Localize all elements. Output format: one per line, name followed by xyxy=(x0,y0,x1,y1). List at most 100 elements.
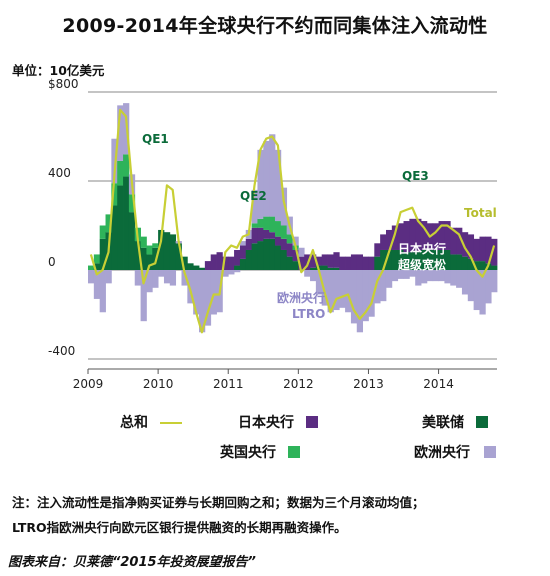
footnote-line2: LTRO指欧洲央行向欧元区银行提供融资的长期再融资操作。 xyxy=(12,520,347,535)
bar-boj xyxy=(461,232,469,257)
x-tick-label: 2013 xyxy=(353,377,384,391)
bar-boj xyxy=(310,254,317,268)
bar-ecb xyxy=(403,270,410,279)
bar-boj xyxy=(204,261,212,270)
annotation-ltro-line1: 欧洲央行 xyxy=(277,290,325,305)
bar-fed xyxy=(146,254,153,270)
bar-boj xyxy=(280,238,288,250)
bar-ecb xyxy=(391,270,399,282)
bar-boj xyxy=(257,227,264,242)
bar-boj xyxy=(228,256,235,270)
bar-ecb xyxy=(415,270,422,286)
bar-ecb xyxy=(356,270,364,333)
bar-boj xyxy=(391,225,399,250)
bar-fed xyxy=(111,205,118,270)
bar-ecb xyxy=(315,270,323,295)
bar-ecb xyxy=(438,270,445,282)
bar-boj xyxy=(339,256,346,270)
bar-boj xyxy=(333,252,340,268)
bar-boj xyxy=(421,221,428,250)
bar-ecb xyxy=(456,270,463,288)
bar-boe xyxy=(105,214,112,233)
bar-boj xyxy=(292,249,299,262)
annotations: QE1 QE2 QE3 Total 日本央行 超级宽松 欧洲央行 LTRO xyxy=(142,132,497,321)
bar-fed xyxy=(456,254,463,270)
bar-boe xyxy=(274,221,282,237)
bar-ecb xyxy=(140,270,147,322)
annotation-boj-line1: 日本央行 xyxy=(398,241,446,256)
bar-boe xyxy=(280,225,288,239)
bar-fed xyxy=(461,256,469,270)
bar-boe xyxy=(128,194,136,213)
bar-boj xyxy=(385,229,393,250)
bar-boe xyxy=(146,245,153,255)
bar-fed xyxy=(269,238,276,270)
x-tick-label: 2012 xyxy=(283,377,314,391)
bar-ecb xyxy=(292,236,299,246)
bar-ecb xyxy=(222,270,229,277)
bar-fed xyxy=(158,229,165,270)
bar-fed xyxy=(438,249,445,270)
bar-boj xyxy=(210,254,217,270)
bar-ecb xyxy=(181,270,188,286)
bar-ecb xyxy=(432,270,439,282)
bar-fed xyxy=(426,249,434,270)
bar-boe xyxy=(269,216,276,233)
bar-ecb xyxy=(380,270,387,302)
footnote-line1: 注：注入流动性是指净购买证券与长期回购之和；数据为三个月滚动均值； xyxy=(12,495,425,510)
bar-boj xyxy=(409,218,416,253)
bar-boj xyxy=(444,221,451,250)
bar-fed xyxy=(286,256,293,270)
bar-fed xyxy=(93,263,101,270)
bar-ecb xyxy=(257,149,264,219)
bar-boj xyxy=(286,243,293,257)
bar-fed xyxy=(169,234,177,270)
bar-ecb xyxy=(461,270,469,295)
bar-boj xyxy=(216,252,223,270)
bar-boj xyxy=(374,243,381,257)
bar-ecb xyxy=(93,270,101,299)
bar-boj xyxy=(456,227,463,255)
bar-ecb xyxy=(321,270,328,306)
legend-total-swatch xyxy=(160,422,182,424)
bar-ecb xyxy=(339,270,346,308)
bar-fed xyxy=(128,212,136,270)
bar-fed xyxy=(409,252,416,270)
bar-fed xyxy=(397,249,404,270)
bar-fed xyxy=(181,256,188,270)
bar-boj xyxy=(269,232,276,239)
bar-ecb xyxy=(163,270,171,284)
bar-fed xyxy=(134,241,141,270)
bar-fed xyxy=(321,265,328,270)
bar-ecb xyxy=(146,270,153,293)
bar-boj xyxy=(327,254,334,268)
bar-fed xyxy=(140,247,147,270)
bar-fed xyxy=(374,256,381,270)
bar-ecb xyxy=(479,270,486,315)
bar-fed xyxy=(274,245,282,270)
footnote: 注：注入流动性是指净购买证券与长期回购之和；数据为三个月滚动均值； LTRO指欧… xyxy=(12,490,540,540)
bar-boj xyxy=(473,238,480,262)
bar-boj xyxy=(479,236,486,262)
x-tick-label: 2011 xyxy=(213,377,244,391)
bar-boe xyxy=(257,218,264,228)
bar-ecb xyxy=(134,270,141,286)
bar-fed xyxy=(239,258,247,271)
bar-boj xyxy=(362,256,369,270)
bar-boj xyxy=(380,234,387,250)
bar-ecb xyxy=(345,270,352,313)
bar-ecb xyxy=(350,270,358,324)
legend-fed-label: 美联储 xyxy=(422,415,464,431)
y-tick-label: -400 xyxy=(48,344,75,358)
legend-fed-swatch xyxy=(476,416,488,428)
bar-fed xyxy=(117,185,124,270)
bar-ecb xyxy=(450,270,457,286)
bar-boj xyxy=(438,221,445,250)
bar-fed xyxy=(99,238,106,270)
unit-label: 单位：10亿美元 xyxy=(12,63,105,78)
bar-ecb xyxy=(362,270,369,322)
bar-group xyxy=(88,103,498,333)
bar-boj xyxy=(222,256,229,270)
bar-fed xyxy=(415,252,422,270)
bar-ecb xyxy=(228,270,235,275)
